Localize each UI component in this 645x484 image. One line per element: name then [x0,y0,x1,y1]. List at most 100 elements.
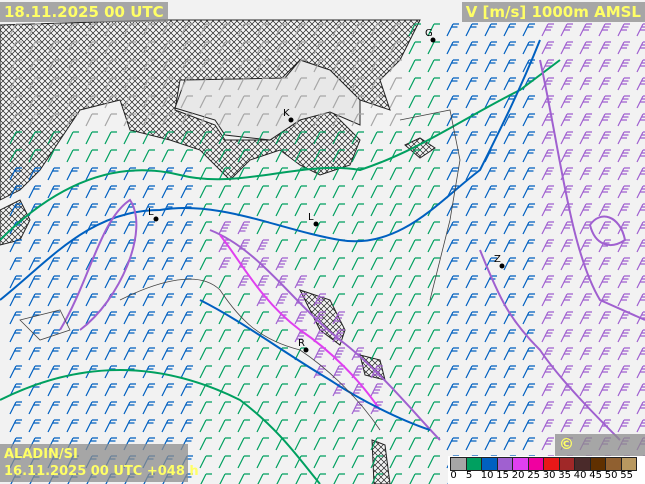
wind-barb [427,401,440,415]
wind-barb [28,95,41,109]
wind-barb [351,329,364,343]
wind-barb [598,95,611,109]
wind-barb [85,23,98,37]
wind-barb [123,113,136,127]
wind-barb [560,95,573,109]
wind-barb [446,23,459,37]
wind-barb [389,311,402,325]
wind-barb [636,347,645,361]
wind-barb [332,59,345,73]
wind-barb [219,473,231,484]
wind-barb [47,59,60,73]
wind-barb [180,419,193,433]
wind-barb [408,365,421,379]
wind-barb [541,59,554,73]
wind-barb [617,95,630,109]
wind-barb [636,95,645,109]
wind-barb [66,257,79,271]
wind-barb [503,185,516,199]
wind-barb [85,167,98,181]
wind-barb [180,23,193,37]
wind-barb [123,95,136,109]
wind-barb [275,365,288,379]
wind-barb [408,383,421,397]
wind-barb [351,347,364,361]
wind-barb [484,311,497,325]
wind-barb [446,347,459,361]
wind-barb [465,149,478,163]
wind-barb [9,203,22,217]
wind-barb [522,437,535,451]
wind-barb [522,167,535,181]
model-name: ALADIN/SI [4,447,78,462]
wind-barb [180,131,193,145]
wind-barb [579,383,592,397]
wind-barb [446,95,459,109]
wind-barb [636,23,645,37]
wind-barb [370,113,383,127]
wind-barb [389,41,402,55]
wind-barb [237,329,250,343]
wind-barb [389,149,402,163]
wind-barb [446,221,459,235]
wind-barb [351,437,364,451]
wind-barb [427,41,440,55]
wind-barb [503,419,516,433]
wind-barb [180,293,193,307]
wind-barb [541,41,554,55]
wind-barb [294,95,307,109]
wind-barb [47,401,60,415]
wind-barb [409,473,421,484]
wind-barb [66,311,79,325]
wind-barb [636,185,645,199]
wind-barb [199,95,212,109]
wind-barb [465,437,478,451]
wind-barb [66,149,79,163]
wind-barb [598,23,611,37]
wind-barb [579,95,592,109]
wind-barb [579,185,592,199]
wind-barb [123,365,136,379]
wind-barb [256,203,269,217]
wind-barb [275,401,288,415]
wind-barb [276,473,288,484]
model-info: ALADIN/SI 16.11.2025 00 UTC +048 h [0,444,199,482]
wind-barb [636,383,645,397]
wind-barb [522,311,535,325]
wind-barb [237,23,250,37]
wind-barb [389,455,402,469]
wind-barb [66,203,79,217]
wind-barb [9,59,22,73]
wind-barb [560,167,573,181]
wind-barb [522,275,535,289]
wind-barb [142,257,155,271]
wind-barb [294,41,307,55]
wind-barb [541,167,554,181]
wind-barbs [9,23,645,484]
wind-barb [427,23,440,37]
wind-barb [123,59,136,73]
wind-barb [28,401,41,415]
wind-barb [370,275,383,289]
wind-barb [161,257,174,271]
wind-barb [47,149,60,163]
wind-barb [199,419,212,433]
wind-barb [161,113,174,127]
wind-barb [161,59,174,73]
wind-barb [104,41,117,55]
wind-barb [66,401,79,415]
wind-barb [256,365,269,379]
wind-barb [446,257,459,271]
wind-barb [161,77,174,91]
wind-barb [333,473,345,484]
wind-barb [161,401,174,415]
wind-barb [617,77,630,91]
wind-barb [522,149,535,163]
wind-barb [28,293,41,307]
wind-barb [465,203,478,217]
wind-barb [541,401,554,415]
wind-barb [389,77,402,91]
wind-barb [522,383,535,397]
wind-barb [465,275,478,289]
wind-barb [617,275,630,289]
